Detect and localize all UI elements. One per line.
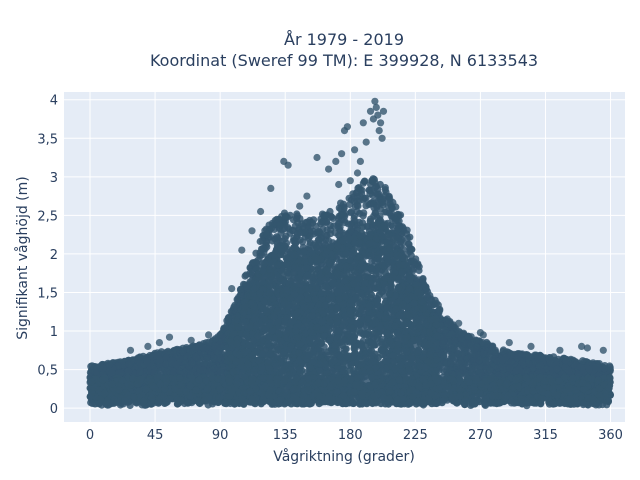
data-point (371, 179, 379, 187)
data-point (499, 347, 507, 356)
data-point (507, 358, 516, 366)
data-point (242, 271, 250, 279)
data-point (329, 214, 337, 222)
data-point (419, 275, 427, 283)
data-point (527, 353, 535, 361)
data-point (252, 249, 260, 257)
data-point (347, 208, 355, 216)
data-point (537, 362, 545, 370)
data-point (237, 285, 245, 293)
data-point (382, 208, 390, 216)
data-point (479, 350, 487, 358)
data-point (273, 234, 282, 242)
data-point (136, 353, 144, 361)
data-point (381, 184, 389, 192)
data-point (263, 231, 271, 239)
data-point (406, 244, 414, 252)
data-point (353, 188, 361, 196)
data-point (353, 208, 361, 216)
data-point (125, 361, 133, 369)
data-point (313, 243, 321, 252)
data-point (339, 200, 348, 208)
data-point (88, 362, 96, 370)
data-point (315, 227, 323, 236)
data-point (217, 368, 225, 376)
data-point (362, 202, 370, 210)
data-point (448, 351, 456, 359)
data-point (518, 358, 527, 366)
chart-subtitle: Koordinat (Sweref 99 TM): E 399928, N 61… (150, 51, 538, 70)
data-point (164, 347, 172, 355)
data-point (258, 237, 267, 245)
data-point (373, 202, 381, 210)
data-point (440, 351, 448, 359)
scatter-points (86, 97, 615, 410)
data-point (600, 364, 608, 373)
data-point (606, 366, 614, 374)
data-point (488, 346, 496, 354)
data-point (393, 241, 401, 249)
data-point (454, 350, 462, 358)
data-point (211, 341, 220, 349)
data-point (289, 216, 297, 224)
data-point (192, 354, 201, 362)
chart-title: År 1979 - 2019 (284, 30, 404, 49)
data-point (360, 209, 368, 217)
data-point (317, 234, 325, 242)
data-point (387, 221, 395, 229)
data-point (306, 232, 314, 240)
data-point (317, 220, 325, 228)
data-point (498, 356, 506, 365)
data-point (415, 266, 423, 275)
data-point (506, 364, 514, 372)
data-point (334, 222, 342, 230)
data-point (448, 330, 456, 338)
data-point (409, 265, 417, 273)
data-point (482, 357, 490, 365)
data-point (432, 299, 440, 307)
data-point (447, 359, 455, 367)
data-point (200, 360, 208, 368)
data-point (475, 356, 483, 365)
data-point (282, 213, 290, 222)
data-point (252, 264, 260, 272)
data-point (451, 337, 459, 345)
data-point (136, 368, 144, 376)
data-point (233, 295, 241, 303)
data-point (96, 362, 104, 370)
data-point (579, 357, 587, 365)
data-point (117, 369, 125, 377)
data-point (347, 220, 355, 229)
data-point (397, 211, 405, 219)
data-point (444, 320, 452, 328)
data-point (498, 363, 506, 371)
data-point (196, 366, 204, 374)
data-point (258, 251, 266, 259)
data-point (298, 238, 307, 246)
data-point (457, 358, 465, 366)
data-point (310, 216, 318, 224)
data-point (337, 211, 345, 219)
data-point (486, 366, 494, 374)
data-point (320, 211, 328, 219)
data-point (366, 190, 374, 198)
data-point (361, 177, 369, 185)
data-point (476, 363, 485, 371)
